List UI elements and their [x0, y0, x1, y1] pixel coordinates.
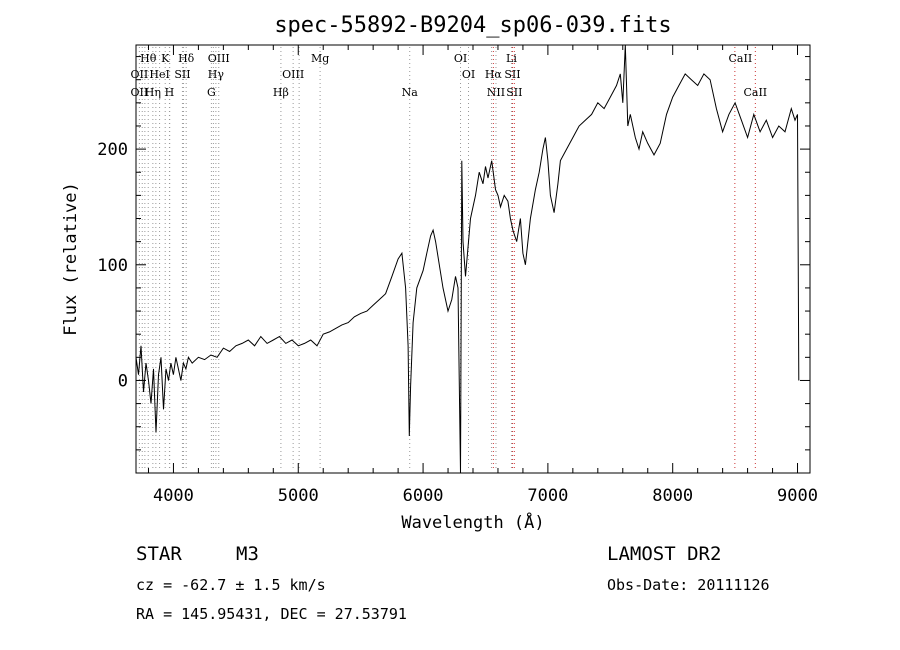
flux-line: [135, 44, 800, 474]
line-label-21: Na: [402, 86, 419, 99]
chart-title: spec-55892-B9204_sp06-039.fits: [274, 13, 671, 38]
line-label-6: Li: [506, 52, 517, 65]
line-label-11: Hγ: [208, 68, 225, 81]
flux-series: [135, 44, 800, 474]
line-label-14: Hα: [485, 68, 503, 81]
x-tick-label-4000: 4000: [153, 486, 194, 506]
x-tick-label-7000: 7000: [527, 486, 568, 506]
line-label-12: OIII: [282, 68, 304, 81]
survey-name: LAMOST DR2: [607, 543, 722, 565]
object-class: STAR: [136, 543, 182, 565]
line-label-18: H: [165, 86, 175, 99]
line-label-0: Hθ: [140, 52, 157, 65]
line-label-17: Hη: [145, 86, 161, 99]
line-label-9: HeI: [149, 68, 169, 81]
y-tick-label-100: 100: [97, 256, 128, 276]
x-tick-label-9000: 9000: [777, 486, 818, 506]
x-axis-label: Wavelength (Å): [401, 511, 544, 533]
line-label-5: OI: [454, 52, 467, 65]
observation-date: Obs-Date: 20111126: [607, 576, 770, 594]
line-label-13: OI: [462, 68, 475, 81]
line-label-23: SII: [506, 86, 522, 99]
line-label-8: OII: [131, 68, 149, 81]
x-tick-label-5000: 5000: [278, 486, 319, 506]
redshift-cz: cz = -62.7 ± 1.5 km/s: [136, 576, 326, 594]
line-label-15: SII: [504, 68, 520, 81]
x-tick-label-8000: 8000: [652, 486, 693, 506]
line-label-19: G: [207, 86, 216, 99]
y-axis-label: Flux (relative): [61, 182, 81, 336]
x-tick-label-6000: 6000: [403, 486, 444, 506]
line-label-1: K: [161, 52, 170, 65]
y-tick-label-200: 200: [97, 140, 128, 160]
line-label-16: OII: [131, 86, 149, 99]
line-label-20: Hβ: [273, 86, 289, 99]
plot-frame: [135, 44, 811, 474]
line-label-10: SII: [174, 68, 190, 81]
line-label-4: Mg: [311, 52, 329, 65]
line-label-7: CaII: [729, 52, 753, 65]
line-label-24: CaII: [743, 86, 767, 99]
y-tick-label-0: 0: [118, 371, 128, 391]
line-label-3: OIII: [208, 52, 230, 65]
line-label-22: NII: [487, 86, 505, 99]
object-subclass: M3: [236, 543, 259, 565]
axis-ticks: 4000 5000 6000 7000 8000 9000 0 100 200: [97, 45, 818, 506]
spectral-line-markers: [138, 47, 756, 471]
line-label-2: Hδ: [178, 52, 195, 65]
sky-coordinates: RA = 145.95431, DEC = 27.53791: [136, 605, 407, 623]
